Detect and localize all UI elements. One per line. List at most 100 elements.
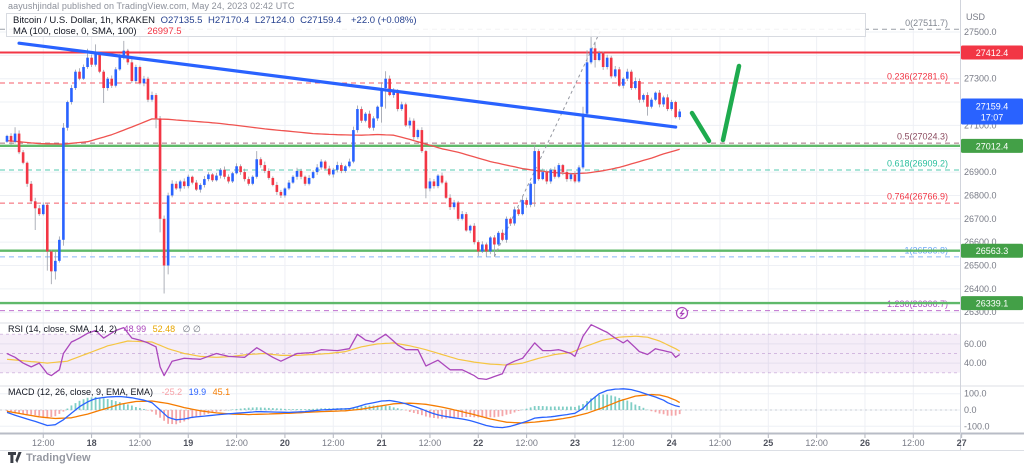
candle-up bbox=[166, 195, 170, 266]
candle-up bbox=[597, 53, 601, 61]
macd-value: 19.9 bbox=[188, 387, 207, 397]
candle-up bbox=[392, 90, 395, 96]
time-tick-label: 12:00 bbox=[322, 438, 345, 448]
candle-up bbox=[335, 165, 339, 170]
time-tick-label: 12:00 bbox=[902, 438, 925, 448]
candle-down bbox=[182, 181, 186, 187]
candle-up bbox=[364, 113, 367, 121]
candle-down bbox=[456, 202, 460, 219]
candle-down bbox=[658, 92, 661, 105]
candle-up bbox=[287, 182, 291, 189]
candle-down bbox=[98, 53, 101, 72]
candle-down bbox=[553, 169, 557, 177]
candle-down bbox=[545, 172, 549, 182]
price-axis[interactable]: USD27500.027300.027200.027100.026900.026… bbox=[964, 12, 997, 431]
candle-down bbox=[630, 71, 633, 89]
price-tick-label: 27300.0 bbox=[964, 74, 997, 84]
candle-down bbox=[561, 165, 565, 173]
candle-down bbox=[25, 162, 29, 184]
candle-up bbox=[315, 167, 319, 173]
macd-main-line bbox=[6, 388, 680, 429]
rsi-indicator-label: RSI (14, close, SMA, 14, 2) bbox=[8, 324, 118, 334]
candle-down bbox=[420, 130, 424, 152]
candle-up bbox=[215, 175, 218, 181]
candle-up bbox=[122, 50, 126, 56]
candle-up bbox=[452, 202, 456, 208]
candle-up bbox=[5, 135, 9, 142]
legend-ma-row: MA (100, close, 0, SMA, 100) 26997.5 bbox=[13, 26, 859, 37]
candle-up bbox=[331, 169, 335, 175]
time-tick-label: 12:00 bbox=[515, 438, 538, 448]
price-tick-label: 26300.0 bbox=[964, 307, 997, 317]
candle-up bbox=[489, 237, 492, 252]
price-tick-label: 26500.0 bbox=[964, 261, 997, 271]
candlestick-layer[interactable] bbox=[5, 29, 681, 294]
candle-down bbox=[299, 170, 303, 177]
candle-down bbox=[327, 168, 331, 175]
time-tick-label: 12:00 bbox=[32, 438, 55, 448]
time-tick-label: 23 bbox=[570, 438, 580, 448]
candle-up bbox=[295, 170, 299, 177]
candle-up bbox=[58, 239, 61, 261]
candle-up bbox=[203, 179, 206, 185]
candle-down bbox=[565, 172, 569, 180]
candle-up bbox=[199, 184, 202, 190]
macd-legend[interactable]: MACD (12, 26, close, 9, EMA, EMA) -25.2 … bbox=[8, 387, 230, 397]
macd-signal-line bbox=[6, 393, 681, 424]
candle-up bbox=[186, 176, 190, 187]
candle-up bbox=[311, 172, 315, 178]
candle-down bbox=[485, 244, 488, 252]
candle-up bbox=[428, 181, 432, 189]
candle-up bbox=[74, 71, 77, 89]
badge-price: 26563.3 bbox=[976, 246, 1009, 256]
candle-up bbox=[352, 130, 355, 162]
flash-icon[interactable] bbox=[675, 306, 689, 320]
candle-up bbox=[650, 99, 653, 107]
candle-down bbox=[239, 166, 242, 173]
candle-down bbox=[90, 57, 93, 65]
candle-down bbox=[464, 214, 468, 231]
candle-up bbox=[251, 176, 255, 184]
rsi-legend[interactable]: RSI (14, close, SMA, 14, 2) 48.99 52.48 … bbox=[8, 324, 201, 334]
candle-up bbox=[150, 95, 154, 100]
fib-levels: 0(27511.7) 0.236(27281.6) 0.5(27024.3) 0.61… bbox=[0, 18, 960, 312]
candle-up bbox=[207, 174, 210, 180]
candle-down bbox=[609, 57, 613, 77]
candle-up bbox=[497, 232, 500, 245]
candle-down bbox=[517, 209, 520, 215]
time-tick-label: 27 bbox=[957, 438, 967, 448]
fib-level-label: 0.5(27024.3) bbox=[897, 132, 948, 142]
candle-up bbox=[613, 69, 617, 77]
price-badge: 27012.4 bbox=[961, 138, 1023, 153]
candle-down bbox=[227, 176, 230, 182]
bounce-arrow[interactable] bbox=[689, 110, 712, 144]
candle-down bbox=[9, 135, 13, 142]
candle-up bbox=[408, 120, 412, 126]
candle-up bbox=[344, 166, 347, 171]
fib-level-label: 0.764(26766.9) bbox=[887, 192, 948, 202]
price-change: +22.0 (+0.08%) bbox=[351, 15, 417, 26]
time-tick-label: 18 bbox=[87, 438, 97, 448]
fib-level-label: 0.618(26909.2) bbox=[887, 158, 948, 168]
descending-trendline[interactable] bbox=[17, 41, 678, 129]
legend-symbol-row: Bitcoin / U.S. Dollar, 1h, KRAKEN O27135… bbox=[13, 15, 859, 26]
candle-up bbox=[654, 92, 657, 100]
candle-up bbox=[255, 159, 259, 177]
candle-up bbox=[521, 200, 524, 215]
price-tick-label: 26800.0 bbox=[964, 190, 997, 200]
tradingview-footer[interactable]: TradingView bbox=[8, 452, 91, 464]
candle-down bbox=[340, 165, 343, 171]
candle-down bbox=[223, 169, 226, 177]
legend[interactable]: Bitcoin / U.S. Dollar, 1h, KRAKEN O27135… bbox=[6, 13, 866, 37]
ohlc-close: C27159.4 bbox=[300, 15, 342, 26]
macd-indicator-label: MACD (12, 26, close, 9, EMA, EMA) bbox=[8, 387, 154, 397]
candle-down bbox=[476, 242, 480, 252]
candle-down bbox=[271, 177, 275, 185]
time-axis[interactable]: 12:00 18 12:00 19 12:00 20 12:00 21 12:00 22 12:00… bbox=[32, 434, 967, 449]
trendline-g bbox=[17, 41, 678, 129]
price-tick-label: 26400.0 bbox=[964, 284, 997, 294]
candle-up bbox=[62, 127, 65, 240]
rsi-empty-values: ∅ ∅ bbox=[182, 324, 201, 334]
bounce-arrow[interactable] bbox=[720, 63, 742, 143]
